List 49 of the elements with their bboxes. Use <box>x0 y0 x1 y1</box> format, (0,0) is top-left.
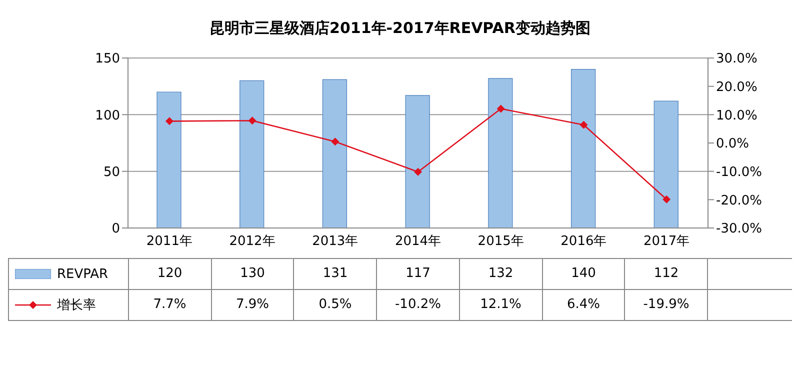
y2-tick-label: 30.0% <box>716 52 758 67</box>
point <box>580 120 588 129</box>
data-label: 131 <box>293 259 376 289</box>
data-label: 12.1% <box>458 290 542 320</box>
y-tick-label: 0 <box>112 222 120 237</box>
bar <box>240 80 264 228</box>
point <box>248 116 256 125</box>
legend-label: 增长率 <box>57 297 96 314</box>
y-tick-label: 50 <box>103 164 120 180</box>
legend-label: REVPAR <box>57 266 108 282</box>
x-tick-label: 2011年 <box>146 234 192 250</box>
y2-tick-label: -10.0% <box>716 164 762 180</box>
bar <box>488 78 513 228</box>
bar <box>156 92 182 228</box>
point <box>165 117 174 126</box>
data-label: 132 <box>458 259 542 289</box>
bar <box>654 100 678 228</box>
y-tick-label: 150 <box>95 52 120 67</box>
data-label: 117 <box>376 259 459 289</box>
bar <box>405 95 430 228</box>
data-label: -10.2% <box>376 290 459 320</box>
bar <box>322 79 348 228</box>
data-label: 7.9% <box>210 290 294 320</box>
point <box>331 138 340 146</box>
data-label: 130 <box>210 259 294 289</box>
x-tick-label: 2017年 <box>644 234 690 250</box>
y-tick-label: 100 <box>95 108 120 124</box>
data-label: 120 <box>128 259 211 289</box>
x-tick-label: 2016年 <box>560 234 607 250</box>
y2-tick-label: 0.0% <box>716 136 750 152</box>
y2-tick-label: 10.0% <box>716 108 758 124</box>
x-tick-label: 2013年 <box>312 234 358 250</box>
point <box>414 168 422 176</box>
y2-tick-label: -20.0% <box>716 193 762 208</box>
data-label: 7.7% <box>128 290 211 320</box>
x-tick-label: 2014年 <box>394 234 442 250</box>
point <box>496 104 505 113</box>
data-label: 140 <box>542 259 624 289</box>
x-tick-label: 2015年 <box>478 234 524 250</box>
chart-title: 昆明市三星级酒店2011年-2017年REVPAR变动趋势图 <box>208 18 592 39</box>
bar <box>570 69 596 228</box>
data-label: 0.5% <box>293 290 376 320</box>
data-label: 112 <box>624 259 708 289</box>
x-tick-label: 2012年 <box>229 234 276 250</box>
data-label: 6.4% <box>542 290 624 320</box>
y2-tick-label: -30.0% <box>716 222 762 237</box>
data-label: -19.9% <box>624 290 708 320</box>
point <box>662 195 671 204</box>
y2-tick-label: 20.0% <box>716 80 758 95</box>
